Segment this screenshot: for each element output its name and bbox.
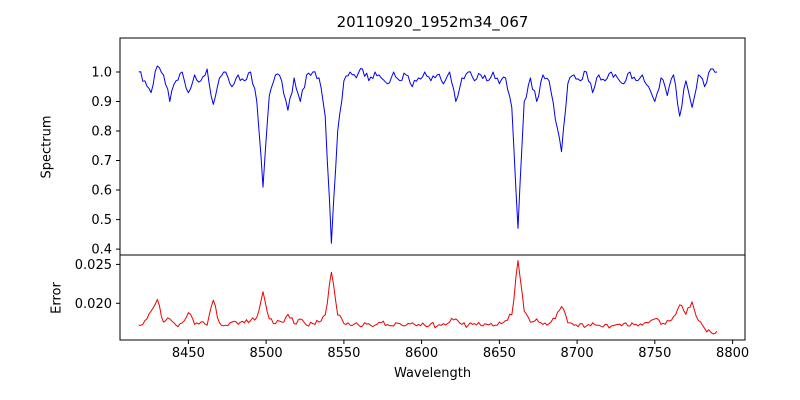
y-tick-label: 0.8 [91,125,112,140]
x-tick-label: 8750 [638,346,671,361]
error-line [138,260,718,335]
x-tick-label: 8550 [327,346,360,361]
y-tick-label: 0.6 [91,184,112,199]
axes-frame [119,37,746,256]
y-tick-label: 0.4 [91,243,112,258]
x-tick-label: 8500 [250,346,283,361]
spectrum-line [138,65,718,244]
y-tick-label: 0.025 [75,258,112,273]
x-tick-label: 8700 [561,346,594,361]
y-tick-label: 1.0 [91,66,112,81]
axes-frame [119,254,746,341]
x-tick-label: 8650 [483,346,516,361]
x-tick-label: 8600 [405,346,438,361]
y-tick-label: 0.020 [75,297,112,312]
y-tick-label: 0.9 [91,95,112,110]
x-tick-label: 8450 [172,346,205,361]
y-tick-label: 0.7 [91,154,112,169]
y-tick-label: 0.5 [91,213,112,228]
x-tick-label: 8800 [716,346,749,361]
chart-title: 20110920_1952m34_067 [336,13,529,31]
wavelength-axis-label: Wavelength [393,366,472,381]
